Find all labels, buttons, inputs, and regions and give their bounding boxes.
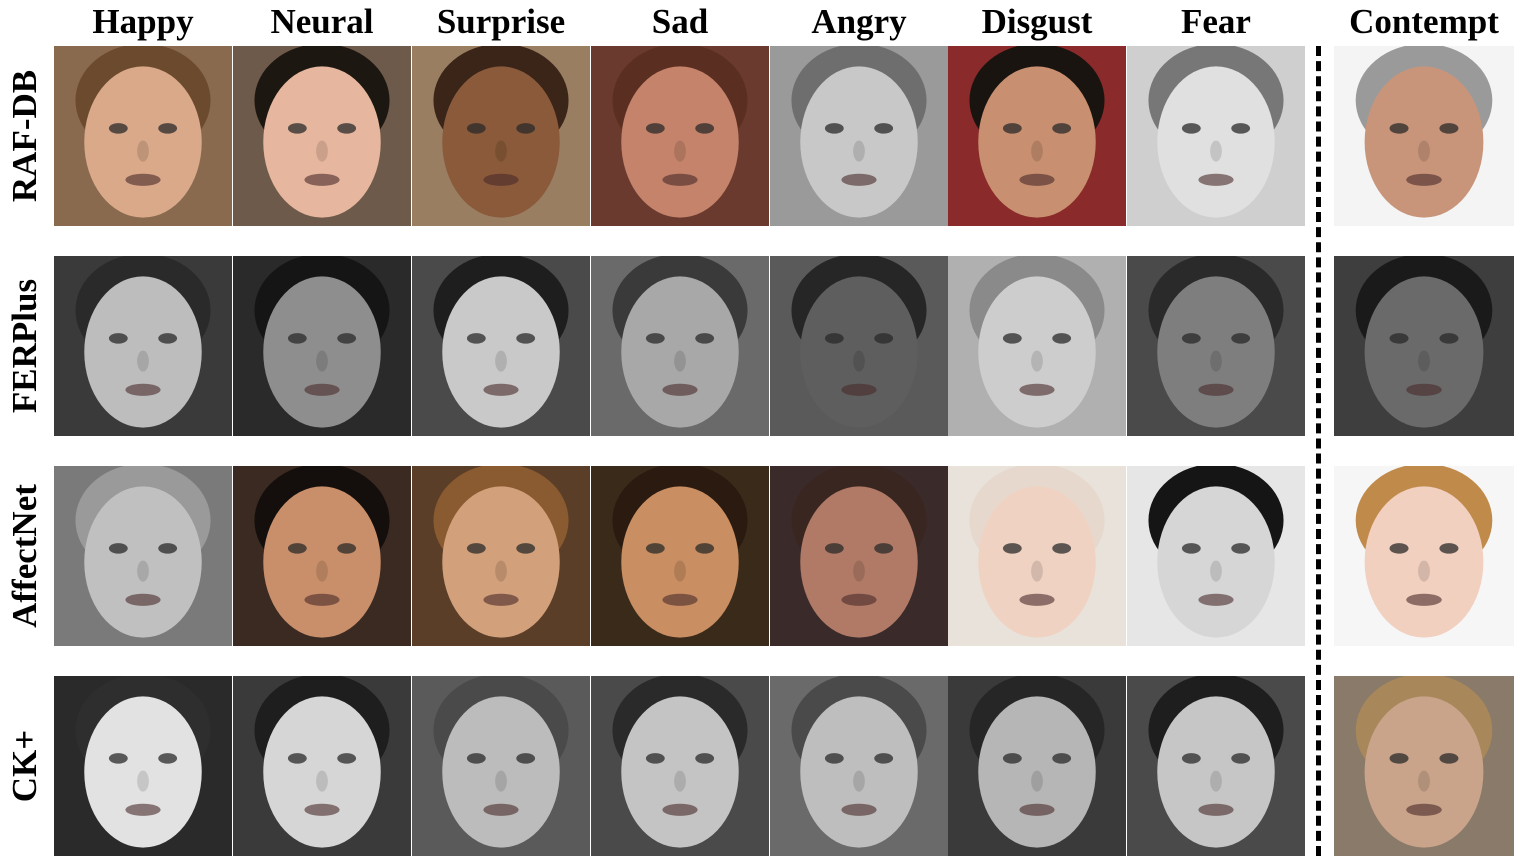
- contempt-column-divider: [1316, 46, 1321, 856]
- face-image-ferplus-surprise: [412, 256, 590, 436]
- row-label-rafdb: RAF-DB: [5, 69, 44, 203]
- face-image-rafdb-sad: [591, 46, 769, 226]
- face-image-rafdb-angry: [770, 46, 948, 226]
- face-image-affectnet-fear: [1127, 466, 1305, 646]
- face-image-rafdb-surprise: [412, 46, 590, 226]
- face-image-ferplus-happy: [54, 256, 232, 436]
- face-image-affectnet-angry: [770, 466, 948, 646]
- row-label-affectnet: AffectNet: [5, 484, 44, 628]
- face-image-ckplus-surprise: [412, 676, 590, 856]
- face-image-ckplus-happy: [54, 676, 232, 856]
- face-image-affectnet-disgust: [948, 466, 1126, 646]
- row-label-ferplus: FERPlus: [5, 278, 45, 414]
- column-header-surprise: Surprise: [436, 2, 566, 41]
- row-label-ckplus: CK+: [5, 729, 45, 803]
- column-header-sad: Sad: [651, 2, 709, 41]
- face-image-rafdb-contempt: [1334, 46, 1514, 226]
- face-image-rafdb-happy: [54, 46, 232, 226]
- column-header-angry: Angry: [811, 2, 907, 41]
- face-image-rafdb-disgust: [948, 46, 1126, 226]
- face-image-ckplus-contempt: [1334, 676, 1514, 856]
- face-image-ckplus-disgust: [948, 676, 1126, 856]
- face-image-rafdb-fear: [1127, 46, 1305, 226]
- face-image-affectnet-contempt: [1334, 466, 1514, 646]
- face-image-affectnet-surprise: [412, 466, 590, 646]
- face-image-ferplus-sad: [591, 256, 769, 436]
- face-image-rafdb-neural: [233, 46, 411, 226]
- face-image-ferplus-neural: [233, 256, 411, 436]
- face-image-ckplus-neural: [233, 676, 411, 856]
- column-header-fear: Fear: [1181, 2, 1251, 41]
- face-image-affectnet-sad: [591, 466, 769, 646]
- face-image-ferplus-disgust: [948, 256, 1126, 436]
- face-image-ferplus-fear: [1127, 256, 1305, 436]
- face-image-affectnet-happy: [54, 466, 232, 646]
- column-header-contempt: Contempt: [1349, 2, 1499, 41]
- column-header-happy: Happy: [92, 2, 194, 41]
- face-image-ferplus-contempt: [1334, 256, 1514, 436]
- face-image-ckplus-fear: [1127, 676, 1305, 856]
- face-image-ckplus-sad: [591, 676, 769, 856]
- column-header-disgust: Disgust: [981, 2, 1093, 41]
- face-image-ferplus-angry: [770, 256, 948, 436]
- face-image-affectnet-neural: [233, 466, 411, 646]
- column-header-neural: Neural: [270, 2, 374, 41]
- face-image-ckplus-angry: [770, 676, 948, 856]
